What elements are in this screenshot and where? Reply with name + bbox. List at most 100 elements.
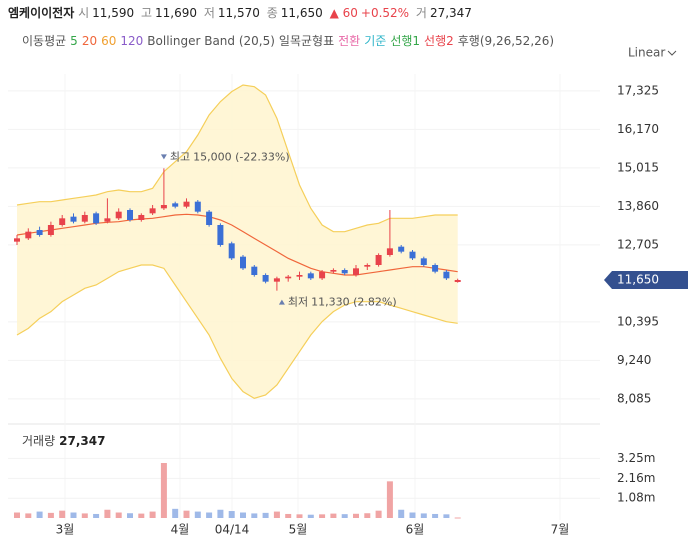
candle-body	[206, 211, 213, 225]
volume-bar	[454, 517, 461, 519]
value: 11,690	[155, 6, 197, 20]
candle-body	[93, 213, 100, 224]
indicator-label: 이동평균	[22, 34, 67, 48]
candle-body	[296, 275, 303, 277]
x-tick-label: 04/14	[215, 523, 250, 537]
candle-body	[160, 205, 167, 209]
annotation-arrow	[278, 299, 285, 305]
volume-label: 거래량	[22, 434, 55, 448]
candle-body	[386, 248, 393, 255]
volume-bar	[398, 509, 405, 518]
candle-body	[59, 218, 66, 225]
candle-body	[353, 268, 359, 275]
candle-body	[307, 273, 314, 279]
value: 11,650	[280, 6, 323, 20]
y-tick-label: 10,395	[617, 314, 659, 328]
volume-bar	[386, 481, 393, 518]
y-tick-label: 12,705	[617, 237, 659, 251]
label: 고	[140, 6, 152, 20]
price-tag	[604, 271, 688, 289]
x-tick-label: 3월	[56, 523, 75, 537]
volume-bar	[420, 513, 427, 518]
candle-body	[285, 276, 292, 279]
candle-body	[364, 265, 371, 267]
candle-body	[217, 225, 224, 245]
volume-bar	[251, 513, 258, 518]
indicator-label: 선행2	[424, 34, 454, 48]
candle-body	[149, 208, 156, 214]
volume-bar	[47, 512, 54, 518]
volume-bar	[160, 463, 167, 518]
volume-bar	[93, 513, 100, 518]
y-tick-label: 13,860	[617, 199, 659, 213]
volume-title: 거래량 27,347	[22, 434, 105, 448]
candle-body	[172, 203, 179, 207]
indicator-label: 60	[101, 34, 117, 48]
candle-body	[251, 266, 258, 275]
candle-body	[454, 280, 461, 282]
scale-mode[interactable]: Linear	[628, 46, 665, 60]
y-tick-label: 17,325	[617, 83, 659, 97]
value: 27,347	[429, 6, 472, 20]
candle-body	[25, 231, 32, 239]
annotation-label: 11,330 (2.82%)	[311, 296, 397, 309]
indicator-label: 기준	[364, 34, 387, 48]
indicator-label: 20	[81, 34, 98, 48]
volume-bar	[432, 513, 439, 518]
x-tick-label: 6월	[406, 523, 425, 537]
y-tick-label: 9,240	[617, 353, 651, 367]
candle-body	[432, 265, 439, 272]
x-tick-label: 4월	[171, 523, 190, 537]
candle-body	[273, 278, 280, 282]
volume-bar	[330, 513, 337, 518]
candle-body	[47, 225, 54, 235]
volume-bar	[138, 513, 145, 518]
label: 시	[78, 6, 90, 20]
volume-bar	[183, 510, 190, 518]
candle-body	[104, 218, 111, 222]
x-tick-label: 7월	[551, 523, 570, 537]
volume-bar	[443, 514, 450, 518]
candle-body	[127, 210, 133, 220]
label: 거	[415, 6, 427, 20]
label: 저	[203, 6, 215, 20]
price-tag-label: 11,650	[617, 273, 659, 287]
candle-body	[240, 256, 246, 269]
candle-body	[36, 230, 43, 235]
volume-bar	[194, 511, 201, 518]
annotation: 최저 11,330 (2.82%)	[288, 296, 397, 309]
y-tick-label: 2.16m	[617, 471, 655, 485]
volume-bar	[36, 511, 43, 518]
stock-name: 엠케이이전자	[8, 6, 75, 20]
y-tick-label: 1.08m	[617, 491, 655, 505]
candle-body	[228, 243, 235, 259]
candle-body	[183, 201, 190, 207]
indicator-label: Bollinger Band (20,5)	[147, 34, 275, 48]
y-tick-label: 3.25m	[617, 451, 655, 465]
indicator-label: 선행1	[390, 34, 421, 48]
value: 11,570	[217, 6, 260, 20]
volume-bar	[172, 508, 179, 518]
candle-body	[81, 215, 88, 222]
indicator-label: 전환	[338, 34, 361, 48]
volume-bar	[319, 514, 326, 518]
candle-body	[194, 201, 201, 212]
volume-bar	[364, 513, 371, 518]
candle-body	[262, 275, 269, 282]
bollinger-fill	[17, 85, 458, 399]
volume-bar	[285, 513, 292, 518]
dropdown-icon[interactable]	[667, 50, 677, 56]
candle-body	[330, 270, 337, 272]
bollinger-upper	[16, 84, 458, 233]
volume-bar	[217, 509, 224, 518]
change: ▲ 60	[329, 6, 358, 20]
volume-bar	[104, 509, 111, 518]
candle-body	[409, 251, 416, 259]
header: 엠케이이전자 시 11,590 고 11,690 저 11,570 종 11,650 ▲…	[8, 4, 475, 21]
indicator-label: 일목균형표	[278, 34, 335, 48]
volume-bar	[25, 513, 32, 518]
volume-bar	[115, 512, 122, 518]
volume-bar	[206, 512, 213, 518]
